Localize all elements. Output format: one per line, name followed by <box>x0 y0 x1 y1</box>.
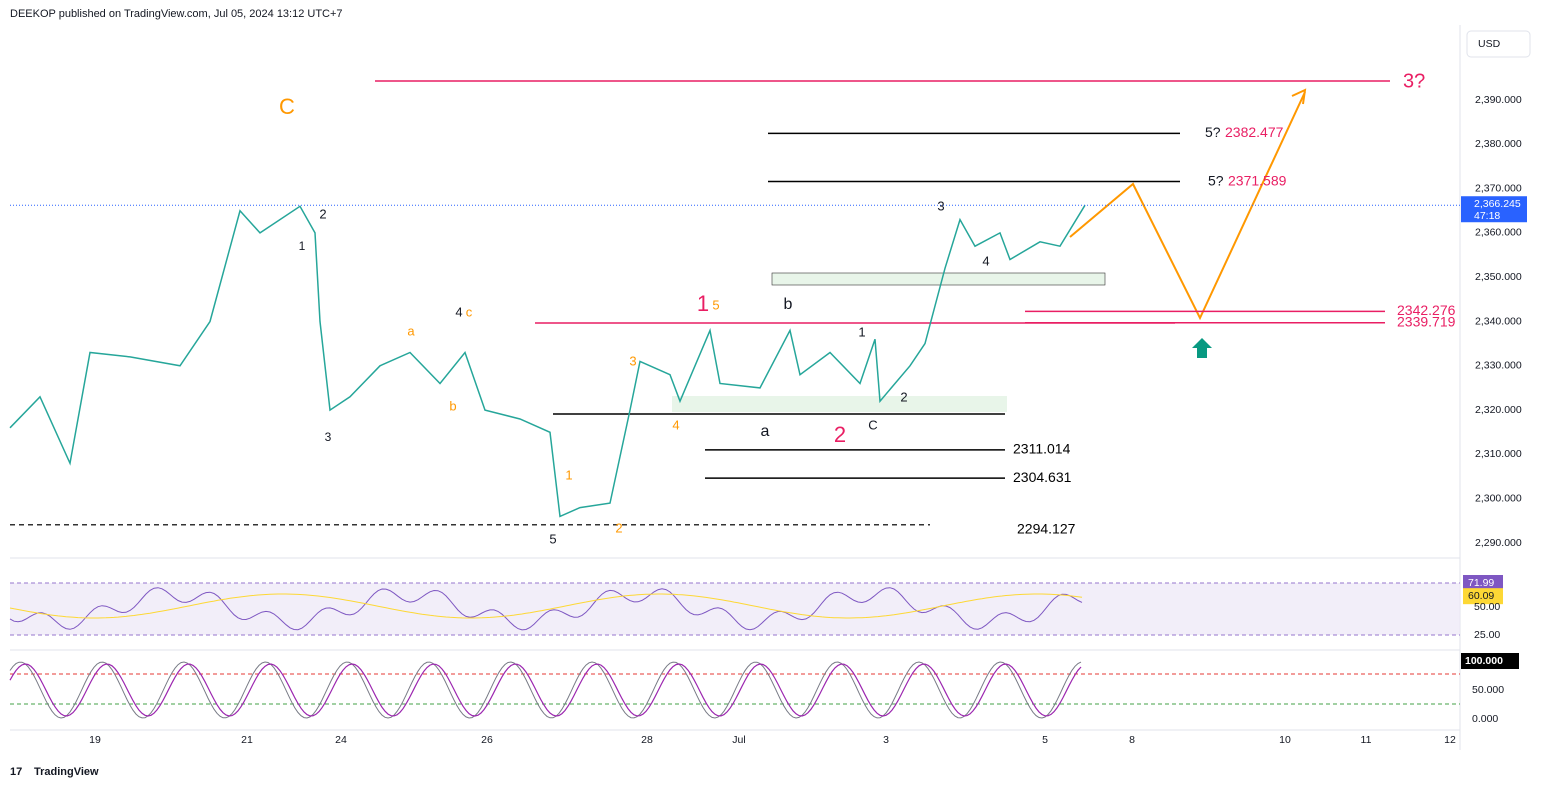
price-tick-label: 2,350.000 <box>1475 271 1522 283</box>
rsi-line <box>9 587 1083 631</box>
wave-label: 1 <box>565 467 572 482</box>
price-tick-label: 2,330.000 <box>1475 360 1522 372</box>
time-tick-label: 19 <box>89 734 101 746</box>
level-label: 2382.477 <box>1225 124 1284 140</box>
price-tick-label: 2,290.000 <box>1475 537 1522 549</box>
wave-label: 4 <box>982 253 989 268</box>
price-line <box>9 204 1086 518</box>
countdown: 47:18 <box>1474 210 1500 222</box>
wave-label: 3 <box>325 430 332 444</box>
stoch-tick-label: 0.000 <box>1472 713 1498 725</box>
level-prefix: 5? <box>1205 124 1221 140</box>
target-label: 3? <box>1403 70 1425 92</box>
time-tick-label: 5 <box>1042 734 1048 746</box>
wave-label: 4 <box>672 417 679 432</box>
last-price-box <box>1461 196 1527 223</box>
price-tick-label: 2,360.000 <box>1475 227 1522 239</box>
rsi-value-box <box>1463 575 1503 591</box>
level-label: 2371.589 <box>1228 172 1287 188</box>
last-price: 2,366.245 <box>1474 198 1521 210</box>
time-tick-label: 8 <box>1129 734 1135 746</box>
stoch-value-box <box>1461 653 1519 669</box>
level-label: 2294.127 <box>1017 520 1076 536</box>
time-tick-label: 3 <box>883 734 889 746</box>
wave-label: 2 <box>834 422 846 447</box>
price-tick-label: 2,340.000 <box>1475 315 1522 327</box>
wave-label: 1 <box>299 239 306 253</box>
time-tick-label: 12 <box>1444 734 1456 746</box>
stoch-tick-label: 50.000 <box>1472 684 1504 696</box>
wave-label: 4 <box>455 304 462 319</box>
wave-label: b <box>449 398 456 413</box>
level-label: 2342.276 <box>1397 302 1456 318</box>
time-tick-label: 24 <box>335 734 347 746</box>
footer: TradingView <box>34 766 99 778</box>
price-tick-label: 2,390.000 <box>1475 94 1522 106</box>
level-label: 2311.014 <box>1013 441 1071 457</box>
time-tick-label: 28 <box>641 734 653 746</box>
level-label: 2339.719 <box>1397 313 1456 329</box>
wave-label: 5 <box>712 297 719 312</box>
logo: 17 <box>10 766 22 778</box>
time-tick-label: 10 <box>1279 734 1291 746</box>
wave-label: C <box>279 94 295 119</box>
zone <box>672 396 1007 412</box>
zone <box>771 272 1106 286</box>
rsi-tick-label: 50.00 <box>1474 601 1500 613</box>
wave-label: 3 <box>629 353 636 368</box>
price-tick-label: 2,300.000 <box>1475 492 1522 504</box>
wave-label: b <box>784 296 793 313</box>
rsi-value: 71.99 <box>1468 577 1494 589</box>
wave-label: 1 <box>697 291 709 316</box>
price-tick-label: 2,320.000 <box>1475 404 1522 416</box>
wave-label: 2 <box>319 206 326 221</box>
wave-label: C <box>868 417 877 432</box>
currency-button[interactable] <box>1466 30 1531 58</box>
rsi-average <box>9 593 1083 619</box>
time-tick-label: Jul <box>732 734 745 746</box>
rsi-tick-label: 25.00 <box>1474 629 1500 641</box>
wave-label: 1 <box>858 324 865 339</box>
price-tick-label: 2,370.000 <box>1475 182 1522 194</box>
wave-label: 5 <box>549 531 556 546</box>
currency: USD <box>1478 38 1501 50</box>
time-tick-label: 21 <box>241 734 253 746</box>
wave-label: 2 <box>900 389 907 404</box>
price-tick-label: 2,380.000 <box>1475 138 1522 150</box>
header: DEEKOP published on TradingView.com, Jul… <box>10 8 343 20</box>
price-tick-label: 2,310.000 <box>1475 448 1522 460</box>
wave-label: c <box>466 304 473 319</box>
stoch-d <box>9 663 1082 717</box>
rsi-band <box>10 583 1460 635</box>
rsi-average-box <box>1463 588 1503 605</box>
level-label: 2304.631 <box>1013 469 1072 485</box>
wave-label: a <box>407 323 415 338</box>
projection-arrow <box>1291 88 1307 105</box>
rsi-average-value: 60.09 <box>1468 590 1494 602</box>
time-tick-label: 11 <box>1361 734 1372 746</box>
time-tick-label: 26 <box>481 734 493 746</box>
wave-label: 3 <box>937 198 944 213</box>
wave-label: 2 <box>615 520 622 535</box>
wave-label: a <box>761 423 770 440</box>
up-arrow <box>1192 338 1212 358</box>
level-prefix: 5? <box>1208 172 1224 188</box>
stoch-value: 100.000 <box>1465 655 1503 667</box>
